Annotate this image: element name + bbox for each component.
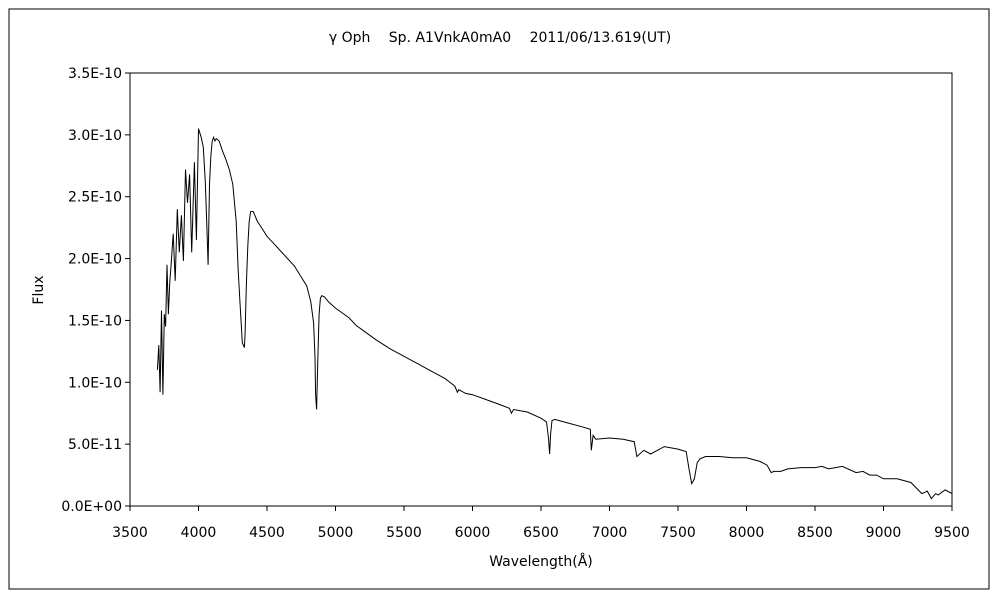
y-tick-label: 1.0E-10 xyxy=(68,375,122,391)
chart-title: γ Oph Sp. A1VnkA0mA0 2011/06/13.619(UT) xyxy=(329,30,671,46)
y-tick-label: 2.0E-10 xyxy=(68,252,122,268)
x-tick-label: 4000 xyxy=(181,525,217,541)
y-tick-label: 1.5E-10 xyxy=(68,313,122,329)
y-tick-label: 2.5E-10 xyxy=(68,190,122,206)
series-line xyxy=(156,128,953,500)
y-tick-label: 3.0E-10 xyxy=(68,128,122,144)
y-tick-label: 5.0E-11 xyxy=(68,437,122,453)
x-tick-label: 7500 xyxy=(660,525,696,541)
x-axis-label: Wavelength(Å) xyxy=(489,553,593,570)
x-tick-label: 6500 xyxy=(523,525,559,541)
x-tick-label: 9500 xyxy=(934,525,970,541)
x-tick-label: 8500 xyxy=(797,525,833,541)
x-tick-label: 7000 xyxy=(592,525,628,541)
chart-border xyxy=(8,8,990,590)
x-axis-ticks: 3500 4000 4500 5000 5500 6000 6500 7000 7500 8000… xyxy=(112,506,970,541)
y-tick-label: 3.5E-10 xyxy=(68,66,122,82)
x-tick-label: 5500 xyxy=(386,525,422,541)
y-tick-label: 0.0E+00 xyxy=(61,499,122,515)
x-tick-label: 3500 xyxy=(112,525,148,541)
x-tick-label: 6000 xyxy=(455,525,491,541)
x-tick-label: 5000 xyxy=(318,525,354,541)
y-axis-label: Flux xyxy=(31,275,47,304)
x-tick-label: 9000 xyxy=(866,525,902,541)
x-tick-label: 4500 xyxy=(249,525,285,541)
x-tick-label: 8000 xyxy=(729,525,765,541)
y-axis-ticks: 0.0E+00 5.0E-11 1.0E-10 1.5E-10 2.0E-10 2.5E-… xyxy=(61,66,130,515)
